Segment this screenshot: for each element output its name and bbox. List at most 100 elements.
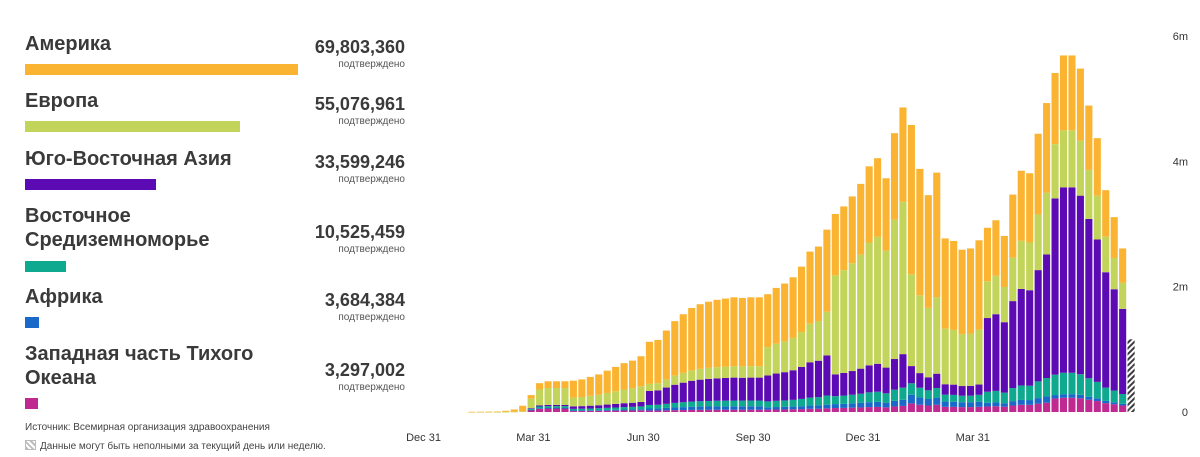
- bar-segment[interactable]: [679, 372, 687, 383]
- bar-segment[interactable]: [992, 406, 1000, 412]
- bar-stack[interactable]: [493, 411, 501, 413]
- legend-item-africa[interactable]: Африка 3,684,384 подтверждено: [25, 285, 405, 335]
- bar-stack[interactable]: [468, 411, 476, 413]
- bar-segment[interactable]: [552, 406, 561, 409]
- bar-segment[interactable]: [476, 411, 484, 413]
- bar-segment[interactable]: [620, 407, 628, 410]
- bar-segment[interactable]: [645, 408, 653, 411]
- bar-segment[interactable]: [907, 124, 915, 275]
- bar-segment[interactable]: [730, 409, 738, 412]
- bar-segment[interactable]: [578, 411, 586, 412]
- bar-segment[interactable]: [958, 334, 966, 387]
- bar-segment[interactable]: [882, 250, 890, 368]
- bar-segment[interactable]: [764, 407, 772, 410]
- bar-segment[interactable]: [916, 373, 924, 388]
- bar-stack[interactable]: [916, 168, 924, 412]
- bar-stack[interactable]: [983, 227, 991, 412]
- bar-segment[interactable]: [1059, 394, 1068, 398]
- bar-segment[interactable]: [933, 373, 941, 389]
- bar-segment[interactable]: [865, 365, 873, 393]
- bar-segment[interactable]: [1051, 395, 1059, 399]
- bar-segment[interactable]: [1000, 322, 1008, 393]
- bar-segment[interactable]: [569, 408, 577, 411]
- bar-segment[interactable]: [502, 410, 510, 412]
- bar-segment[interactable]: [721, 298, 730, 367]
- bar-segment[interactable]: [713, 299, 721, 368]
- bar-segment[interactable]: [890, 389, 899, 401]
- bar-stack[interactable]: [789, 277, 797, 412]
- bar-segment[interactable]: [544, 408, 552, 412]
- bar-segment[interactable]: [1110, 402, 1118, 405]
- bar-stack[interactable]: [637, 356, 645, 412]
- bar-segment[interactable]: [1119, 394, 1127, 404]
- bar-segment[interactable]: [654, 410, 662, 412]
- bar-segment[interactable]: [950, 394, 958, 402]
- bar-segment[interactable]: [975, 384, 983, 395]
- bar-stack[interactable]: [552, 381, 561, 412]
- bar-stack[interactable]: [654, 339, 662, 412]
- bar-segment[interactable]: [916, 168, 924, 296]
- bar-segment[interactable]: [1093, 138, 1101, 196]
- bar-segment[interactable]: [629, 360, 637, 389]
- bar-segment[interactable]: [612, 403, 620, 408]
- bar-segment[interactable]: [552, 381, 561, 389]
- bar-segment[interactable]: [958, 407, 966, 412]
- bar-stack[interactable]: [1009, 194, 1017, 412]
- bar-stack[interactable]: [814, 246, 822, 412]
- bar-stack[interactable]: [536, 383, 544, 412]
- bar-segment[interactable]: [941, 401, 949, 407]
- bar-segment[interactable]: [696, 304, 704, 369]
- bar-segment[interactable]: [519, 405, 527, 412]
- bar-segment[interactable]: [603, 409, 611, 411]
- bar-stack[interactable]: [1093, 138, 1101, 412]
- bar-segment[interactable]: [629, 409, 637, 411]
- bar-stack[interactable]: [645, 341, 653, 412]
- bar-segment[interactable]: [814, 405, 822, 409]
- bar-segment[interactable]: [671, 375, 679, 385]
- bar-segment[interactable]: [933, 404, 941, 412]
- bar-segment[interactable]: [620, 409, 628, 411]
- bar-segment[interactable]: [612, 409, 620, 411]
- bar-segment[interactable]: [696, 409, 704, 412]
- bar-segment[interactable]: [747, 409, 755, 412]
- bar-segment[interactable]: [747, 366, 755, 378]
- bar-segment[interactable]: [536, 408, 544, 412]
- bar-stack[interactable]: [476, 411, 484, 413]
- bar-stack[interactable]: [510, 409, 518, 413]
- bar-stack[interactable]: [544, 381, 552, 412]
- bar-segment[interactable]: [975, 240, 983, 330]
- bar-segment[interactable]: [645, 404, 653, 409]
- bar-segment[interactable]: [899, 387, 907, 400]
- bar-segment[interactable]: [1127, 404, 1135, 409]
- bar-segment[interactable]: [1076, 195, 1084, 375]
- bar-segment[interactable]: [544, 388, 552, 405]
- bar-segment[interactable]: [975, 394, 983, 402]
- bar-segment[interactable]: [1068, 372, 1076, 395]
- bar-segment[interactable]: [941, 238, 949, 329]
- bar-segment[interactable]: [882, 178, 890, 251]
- bar-segment[interactable]: [493, 411, 501, 413]
- bar-segment[interactable]: [958, 386, 966, 396]
- bar-segment[interactable]: [950, 401, 958, 407]
- bar-segment[interactable]: [1034, 398, 1042, 404]
- bar-segment[interactable]: [967, 407, 975, 412]
- bar-segment[interactable]: [823, 311, 831, 356]
- bar-segment[interactable]: [1093, 239, 1101, 382]
- bar-segment[interactable]: [941, 406, 949, 412]
- bar-segment[interactable]: [806, 362, 814, 398]
- bar-segment[interactable]: [603, 407, 611, 410]
- bar-segment[interactable]: [536, 405, 544, 407]
- bar-segment[interactable]: [730, 406, 738, 410]
- bar-segment[interactable]: [1034, 270, 1042, 382]
- bar-segment[interactable]: [561, 388, 569, 405]
- bar-segment[interactable]: [586, 405, 594, 409]
- bar-segment[interactable]: [578, 408, 586, 411]
- bar-segment[interactable]: [536, 406, 544, 409]
- bar-segment[interactable]: [713, 409, 721, 412]
- bar-stack[interactable]: [502, 410, 510, 413]
- bar-segment[interactable]: [967, 385, 975, 396]
- bar-stack[interactable]: [603, 370, 611, 412]
- bar-segment[interactable]: [705, 400, 713, 407]
- bar-segment[interactable]: [1093, 401, 1101, 412]
- bar-segment[interactable]: [1110, 217, 1118, 259]
